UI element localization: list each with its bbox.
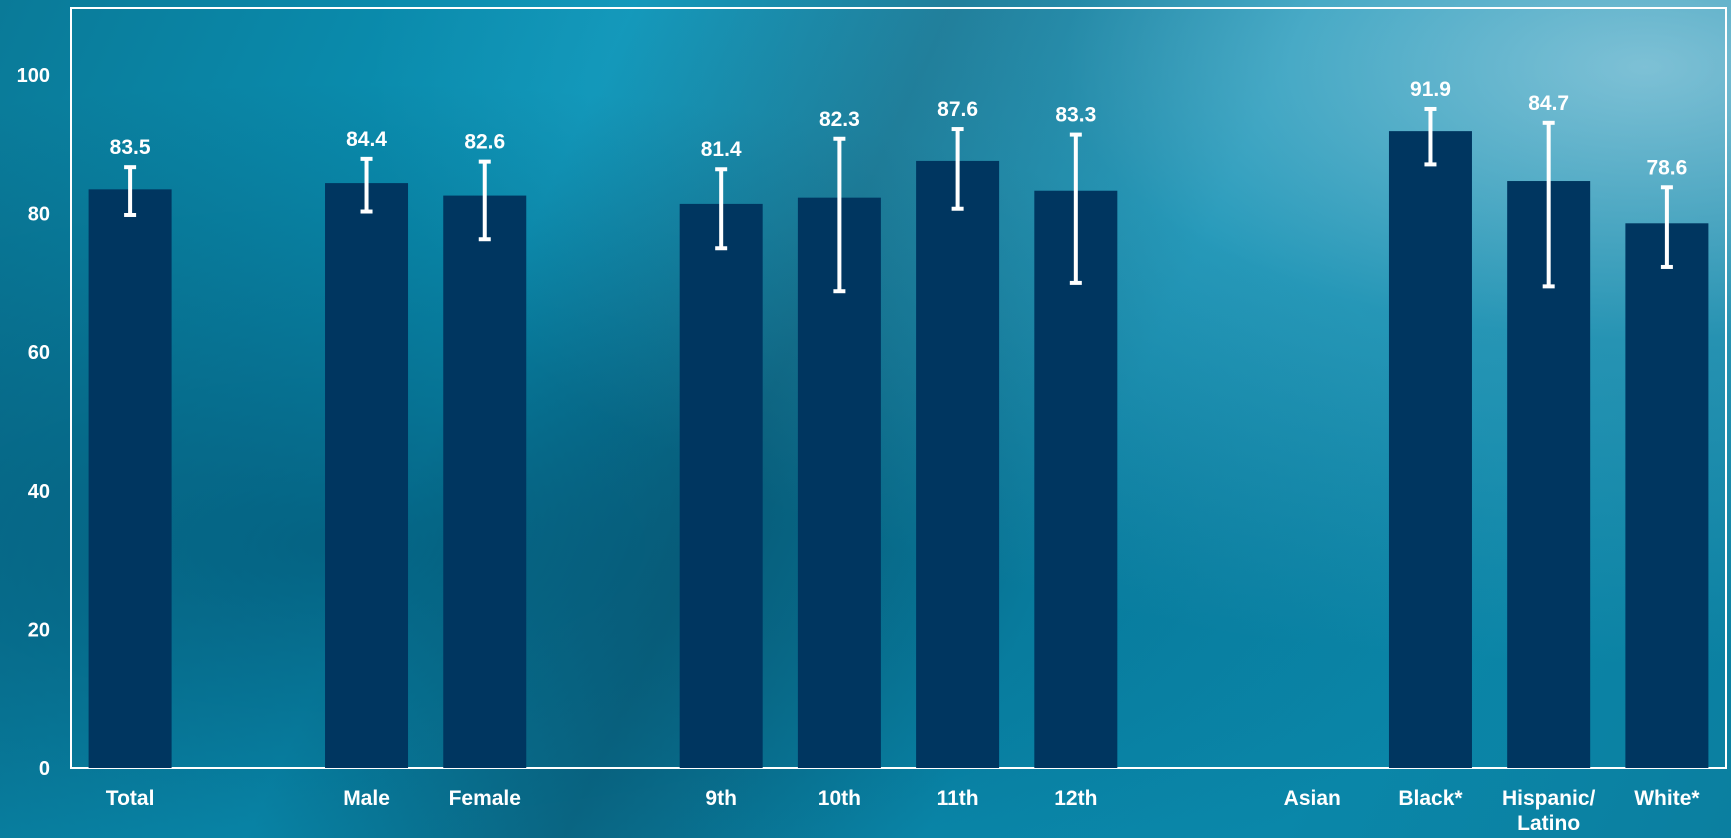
- value-label: 87.6: [937, 98, 978, 121]
- error-bar: [1069, 132, 1082, 285]
- value-label: 91.9: [1410, 78, 1451, 101]
- x-tick-label: Black*: [1398, 787, 1463, 810]
- y-tick-label: 20: [28, 619, 50, 641]
- bar: [679, 203, 763, 768]
- x-tick-label: White*: [1634, 787, 1700, 810]
- x-tick-label: Male: [343, 787, 390, 810]
- error-bar: [715, 167, 728, 251]
- value-label: 82.6: [464, 131, 505, 154]
- x-tick-label: Asian: [1284, 787, 1341, 810]
- error-bar: [478, 159, 491, 242]
- x-tick-label: 9th: [705, 787, 737, 810]
- error-bar: [1660, 185, 1673, 269]
- bar: [1388, 131, 1472, 768]
- value-label: 78.6: [1646, 156, 1687, 179]
- y-tick-label: 40: [28, 481, 50, 503]
- bar: [443, 195, 527, 768]
- value-label: 82.3: [819, 108, 860, 131]
- error-bar: [833, 136, 846, 294]
- x-tick-label: Hispanic/Latino: [1502, 787, 1596, 835]
- value-label: 84.4: [346, 128, 387, 151]
- bar: [1034, 190, 1118, 768]
- x-tick-label: 12th: [1054, 787, 1097, 810]
- x-tick-label: 11th: [937, 787, 979, 810]
- error-bar: [1542, 120, 1555, 289]
- y-tick-label: 60: [28, 342, 50, 364]
- error-bar: [1424, 106, 1437, 167]
- y-tick-label: 100: [17, 65, 50, 87]
- x-axis: Total Male Female 9th 10th 11th 12th Asian Black…: [106, 787, 1701, 835]
- error-bar: [951, 127, 964, 211]
- y-tick-label: 0: [39, 758, 50, 780]
- value-label: 83.3: [1055, 104, 1096, 127]
- error-bar: [360, 156, 373, 214]
- error-bars-group: [124, 106, 1673, 294]
- value-label: 84.7: [1528, 92, 1569, 115]
- y-axis: 0 20 40 60 80 100: [17, 65, 50, 780]
- x-tick-label: Female: [449, 787, 521, 810]
- bars-group: [88, 131, 1709, 769]
- bar: [88, 189, 172, 769]
- x-tick-label: Total: [106, 787, 155, 810]
- bar: [916, 160, 1000, 768]
- value-labels-group: 83.5 84.4 82.6 81.4 82.3 87.6 83.3 91.9 84.7 78.6: [110, 78, 1688, 179]
- value-label: 81.4: [701, 138, 742, 161]
- plot-frame: [70, 7, 1727, 769]
- bar: [325, 183, 409, 768]
- x-tick-label: 10th: [818, 787, 861, 810]
- y-tick-label: 80: [28, 204, 50, 226]
- bar: [1625, 223, 1709, 768]
- value-label: 83.5: [110, 136, 151, 159]
- error-bar: [124, 165, 137, 217]
